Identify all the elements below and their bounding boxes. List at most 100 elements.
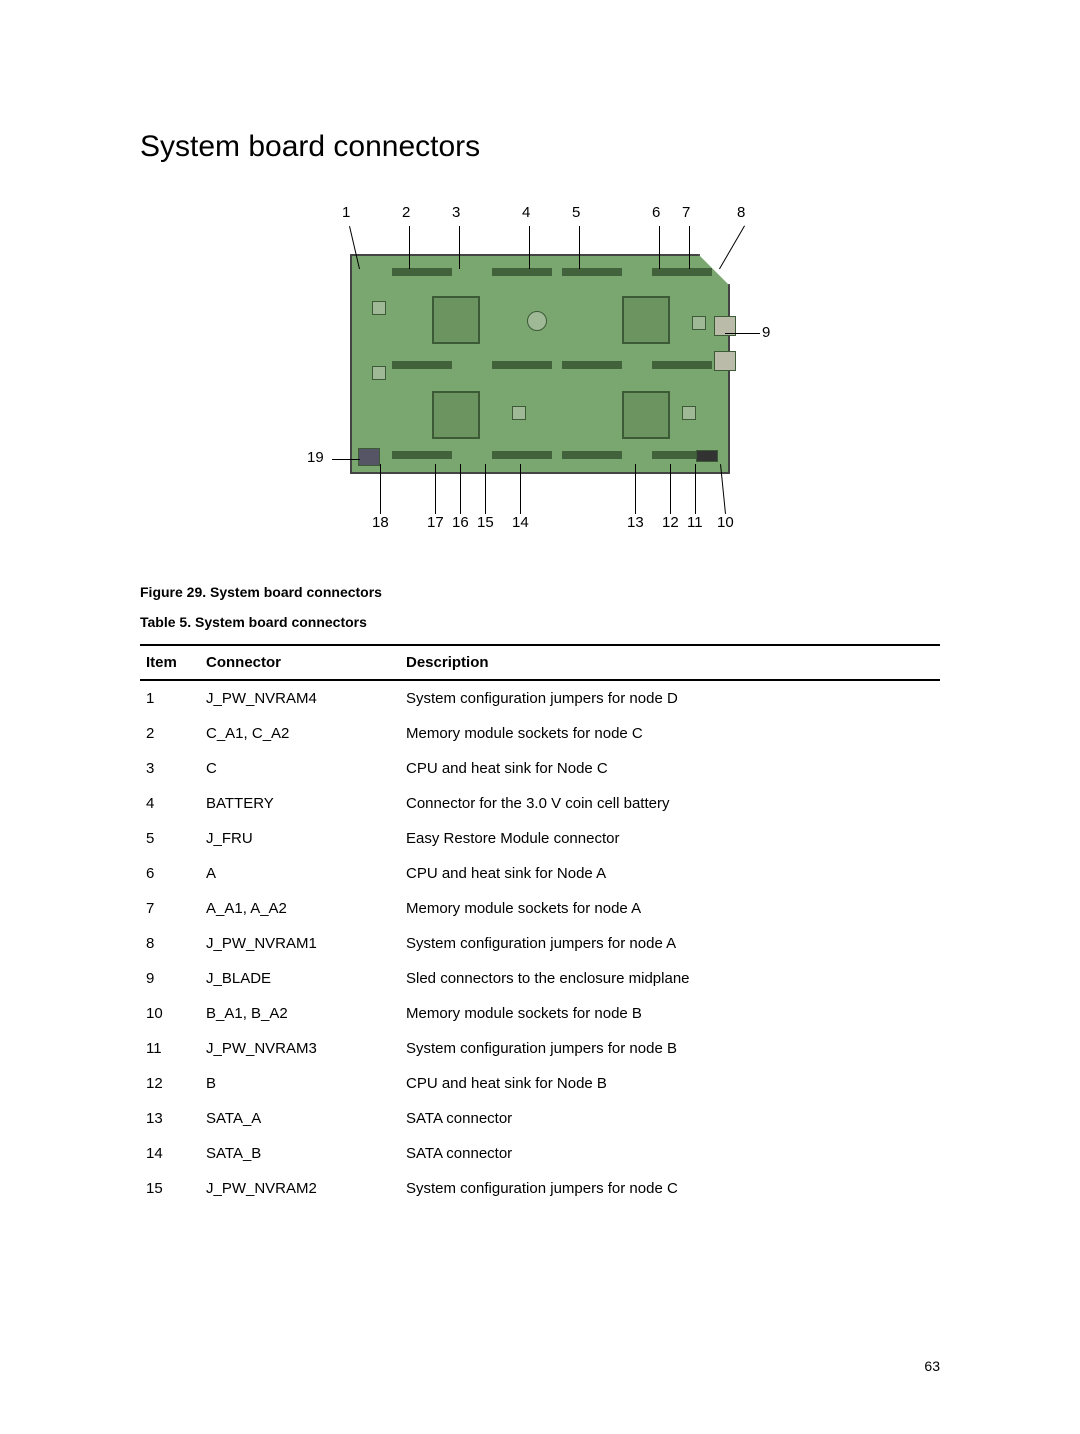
- cell-description: Memory module sockets for node A: [400, 891, 940, 926]
- cell-item: 2: [140, 716, 200, 751]
- table-header-row: Item Connector Description: [140, 645, 940, 680]
- cell-connector: SATA_A: [200, 1101, 400, 1136]
- cell-description: Memory module sockets for node C: [400, 716, 940, 751]
- table-row: 7A_A1, A_A2Memory module sockets for nod…: [140, 891, 940, 926]
- figure-container: 12345678919181716151413121110: [140, 204, 940, 544]
- table-row: 3CCPU and heat sink for Node C: [140, 751, 940, 786]
- table-row: 11J_PW_NVRAM3System configuration jumper…: [140, 1031, 940, 1066]
- lead-line: [579, 226, 580, 269]
- cell-description: Sled connectors to the enclosure midplan…: [400, 961, 940, 996]
- cell-item: 10: [140, 996, 200, 1031]
- cell-item: 12: [140, 1066, 200, 1101]
- callout-4: 4: [522, 204, 530, 221]
- col-connector: Connector: [200, 645, 400, 680]
- lead-line: [485, 464, 486, 514]
- lead-line: [459, 226, 460, 269]
- callout-16: 16: [452, 514, 469, 531]
- cell-connector: B_A1, B_A2: [200, 996, 400, 1031]
- cell-item: 15: [140, 1171, 200, 1206]
- callout-7: 7: [682, 204, 690, 221]
- cell-item: 1: [140, 680, 200, 716]
- cell-description: System configuration jumpers for node C: [400, 1171, 940, 1206]
- cell-connector: BATTERY: [200, 786, 400, 821]
- cell-description: Easy Restore Module connector: [400, 821, 940, 856]
- callout-11: 11: [687, 514, 703, 531]
- lead-line: [380, 464, 381, 514]
- connectors-table: Item Connector Description 1J_PW_NVRAM4S…: [140, 644, 940, 1206]
- cell-description: SATA connector: [400, 1136, 940, 1171]
- callout-13: 13: [627, 514, 644, 531]
- callout-14: 14: [512, 514, 529, 531]
- cell-description: CPU and heat sink for Node C: [400, 751, 940, 786]
- cell-connector: B: [200, 1066, 400, 1101]
- cell-connector: C: [200, 751, 400, 786]
- lead-line: [725, 333, 760, 334]
- callout-10: 10: [717, 514, 734, 531]
- cell-item: 3: [140, 751, 200, 786]
- cell-item: 7: [140, 891, 200, 926]
- cell-connector: A_A1, A_A2: [200, 891, 400, 926]
- table-row: 6ACPU and heat sink for Node A: [140, 856, 940, 891]
- cell-description: System configuration jumpers for node D: [400, 680, 940, 716]
- callout-18: 18: [372, 514, 389, 531]
- cell-description: System configuration jumpers for node B: [400, 1031, 940, 1066]
- cell-description: CPU and heat sink for Node B: [400, 1066, 940, 1101]
- cell-description: SATA connector: [400, 1101, 940, 1136]
- page-heading: System board connectors: [140, 130, 940, 164]
- lead-line: [529, 226, 530, 269]
- cell-description: Connector for the 3.0 V coin cell batter…: [400, 786, 940, 821]
- lead-line: [670, 464, 671, 514]
- callout-6: 6: [652, 204, 660, 221]
- cell-connector: J_PW_NVRAM3: [200, 1031, 400, 1066]
- table-row: 15J_PW_NVRAM2System configuration jumper…: [140, 1171, 940, 1206]
- cell-item: 13: [140, 1101, 200, 1136]
- cell-item: 6: [140, 856, 200, 891]
- table-row: 14SATA_BSATA connector: [140, 1136, 940, 1171]
- cell-connector: J_PW_NVRAM1: [200, 926, 400, 961]
- lead-line: [520, 464, 521, 514]
- callout-2: 2: [402, 204, 410, 221]
- table-row: 12BCPU and heat sink for Node B: [140, 1066, 940, 1101]
- lead-line: [409, 226, 410, 269]
- callout-1: 1: [342, 204, 350, 221]
- table-row: 4BATTERYConnector for the 3.0 V coin cel…: [140, 786, 940, 821]
- table-row: 1J_PW_NVRAM4System configuration jumpers…: [140, 680, 940, 716]
- callout-19: 19: [307, 449, 324, 466]
- table-row: 8J_PW_NVRAM1System configuration jumpers…: [140, 926, 940, 961]
- lead-line: [695, 464, 696, 514]
- lead-line: [332, 459, 360, 460]
- table-row: 10B_A1, B_A2Memory module sockets for no…: [140, 996, 940, 1031]
- table-row: 5J_FRUEasy Restore Module connector: [140, 821, 940, 856]
- table-row: 2C_A1, C_A2Memory module sockets for nod…: [140, 716, 940, 751]
- cell-item: 5: [140, 821, 200, 856]
- callout-17: 17: [427, 514, 444, 531]
- cell-connector: J_PW_NVRAM4: [200, 680, 400, 716]
- cell-item: 14: [140, 1136, 200, 1171]
- cell-item: 11: [140, 1031, 200, 1066]
- callout-12: 12: [662, 514, 679, 531]
- cell-connector: C_A1, C_A2: [200, 716, 400, 751]
- table-row: 13SATA_ASATA connector: [140, 1101, 940, 1136]
- lead-line: [635, 464, 636, 514]
- lead-line: [460, 464, 461, 514]
- lead-line: [435, 464, 436, 514]
- callout-9: 9: [762, 324, 770, 341]
- cell-item: 9: [140, 961, 200, 996]
- table-row: 9J_BLADESled connectors to the enclosure…: [140, 961, 940, 996]
- cell-connector: J_BLADE: [200, 961, 400, 996]
- cell-connector: SATA_B: [200, 1136, 400, 1171]
- cell-connector: J_PW_NVRAM2: [200, 1171, 400, 1206]
- callout-15: 15: [477, 514, 494, 531]
- callout-8: 8: [737, 204, 745, 221]
- callout-5: 5: [572, 204, 580, 221]
- lead-line: [689, 226, 690, 269]
- lead-line: [719, 225, 745, 268]
- cell-item: 4: [140, 786, 200, 821]
- cell-description: Memory module sockets for node B: [400, 996, 940, 1031]
- callout-3: 3: [452, 204, 460, 221]
- board-diagram: 12345678919181716151413121110: [280, 204, 800, 544]
- lead-line: [659, 226, 660, 269]
- system-board: [350, 254, 730, 474]
- cell-item: 8: [140, 926, 200, 961]
- cell-connector: J_FRU: [200, 821, 400, 856]
